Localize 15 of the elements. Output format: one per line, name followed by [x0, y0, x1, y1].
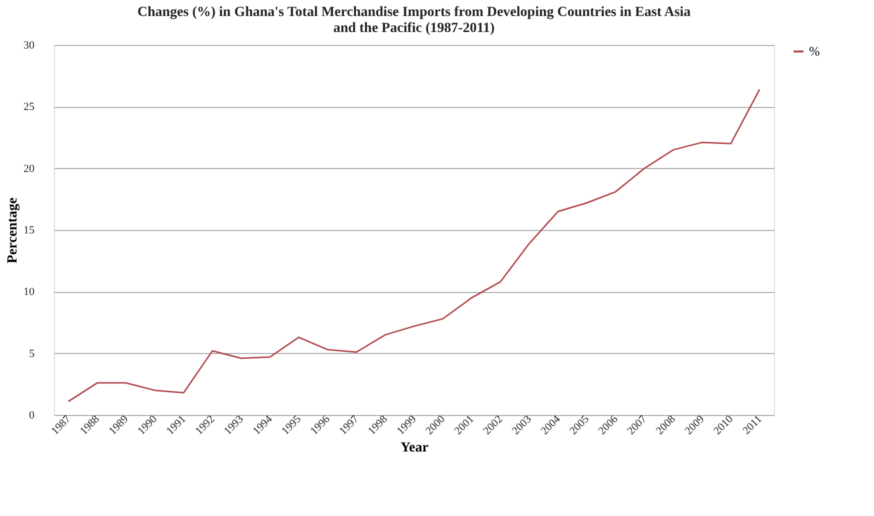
legend-label: %	[809, 44, 820, 58]
text: Changes (%) in Ghana's Total Merchandise Imports from Developing Countries in East Asia	[137, 5, 691, 20]
line-series	[68, 88, 760, 402]
x-tick-label: 2011	[740, 413, 764, 438]
x-tick-label: 1991	[164, 413, 188, 438]
y-tick-label: 20	[24, 162, 35, 175]
y-tick-label: 25	[24, 101, 35, 114]
y-axis-title: Percentage	[6, 198, 20, 264]
y-tick-label: 10	[24, 286, 35, 298]
x-axis-title: Year	[400, 440, 428, 456]
y-tick-label: 30	[24, 40, 35, 52]
text: and the Pacific (1987-2011)	[333, 21, 495, 36]
y-tick-label: 5	[29, 348, 35, 360]
y-tick-label: 0	[29, 410, 35, 422]
y-tick-label: 15	[24, 224, 35, 236]
